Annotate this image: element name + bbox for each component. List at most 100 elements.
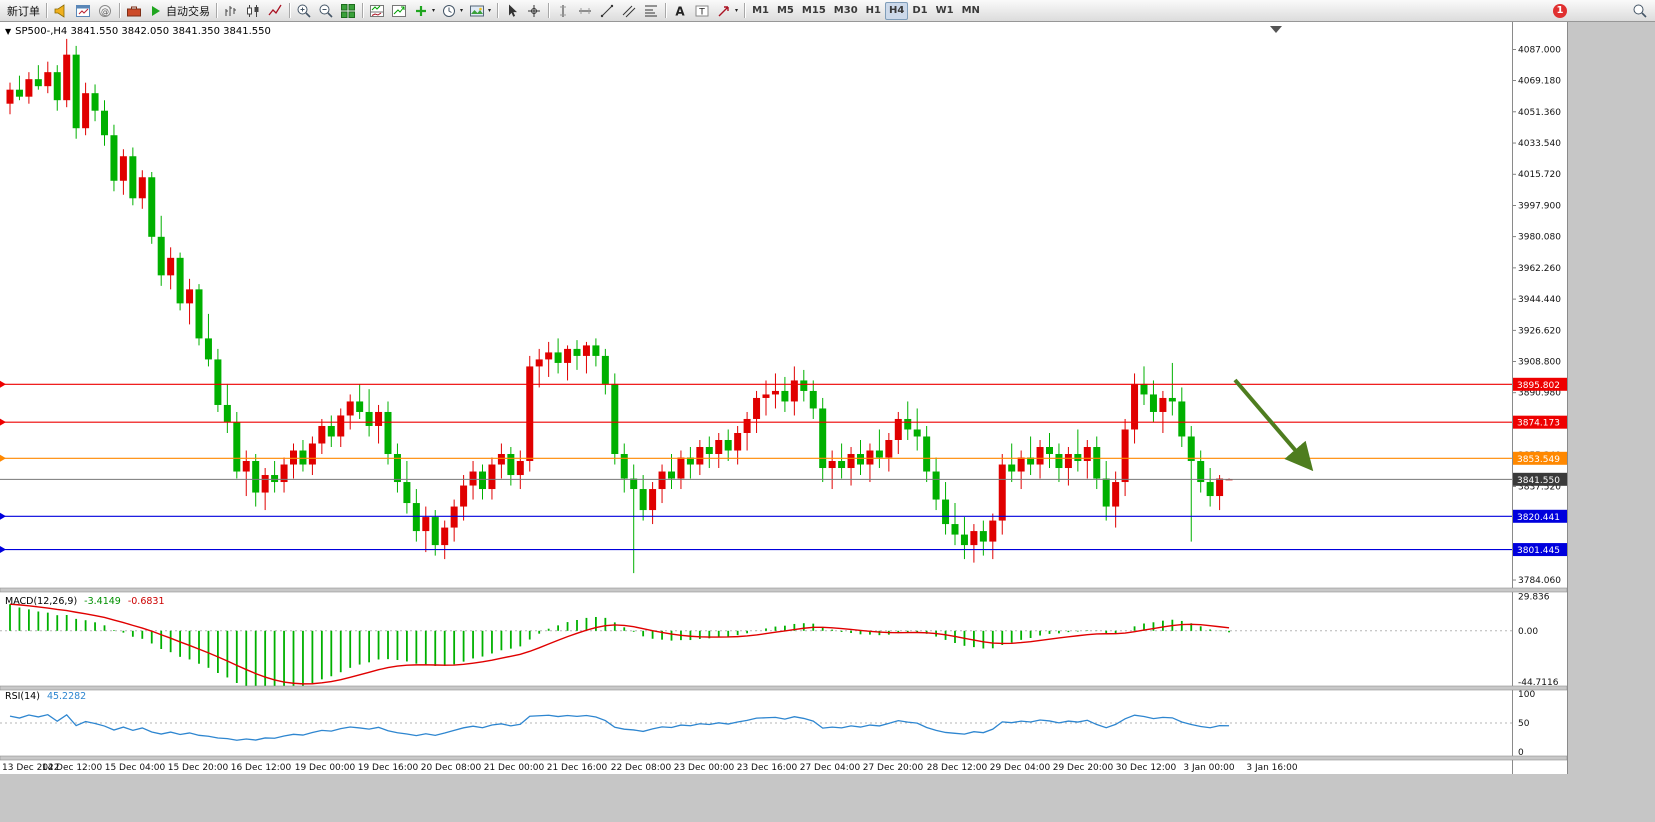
svg-text:3962.260: 3962.260 [1518, 264, 1561, 274]
autotrading-button[interactable]: 自动交易 [145, 2, 213, 20]
horn-button[interactable] [50, 2, 72, 20]
toolbar-separator [744, 3, 746, 18]
axis-price-badge: 3841.550 [1513, 472, 1567, 486]
bar-chart-icon [223, 3, 239, 19]
svg-text:29.836: 29.836 [1518, 592, 1550, 602]
trendline-button[interactable] [596, 2, 618, 20]
one-click-trading-toggle-icon[interactable]: ▼ [5, 27, 12, 36]
svg-text:3890.980: 3890.980 [1518, 389, 1561, 399]
timeframe-button-mn[interactable]: MN [958, 2, 984, 20]
timeframe-button-d1[interactable]: D1 [908, 2, 931, 20]
timeframe-button-h4[interactable]: H4 [884, 1, 909, 20]
price-chart[interactable]: 4087.000 4069.180 4051.360 4033.540 4015.720… [0, 22, 1568, 774]
candlestick-chart-button[interactable] [242, 2, 264, 20]
expert-advisors-button[interactable]: @ [94, 2, 116, 20]
axis-price-badge: 3820.441 [1513, 509, 1567, 523]
indicator-window-icon [369, 3, 385, 19]
line-left-marker [0, 418, 6, 426]
cursor-button[interactable] [501, 2, 523, 20]
new-order-button[interactable]: 新订单 [4, 2, 43, 20]
expert-advisor-icon: @ [97, 3, 113, 19]
svg-text:3895.802: 3895.802 [1517, 381, 1560, 391]
timeframe-button-m30[interactable]: M30 [830, 2, 862, 20]
fibonacci-button[interactable] [640, 2, 662, 20]
toolbar-separator [665, 3, 667, 18]
svg-text:3820.441: 3820.441 [1517, 513, 1560, 523]
text-button[interactable]: A [669, 2, 691, 20]
templates-button[interactable]: ▾ [466, 2, 494, 20]
horizontal-line-button[interactable] [574, 2, 596, 20]
zoom-in-button[interactable] [293, 2, 315, 20]
vertical-line-button[interactable] [552, 2, 574, 20]
svg-text:29 Dec 04:00: 29 Dec 04:00 [990, 763, 1051, 773]
timeframe-button-m15[interactable]: M15 [798, 2, 830, 20]
add-indicator-button[interactable]: ▾ [410, 2, 438, 20]
timeframe-button-m1[interactable]: M1 [748, 2, 773, 20]
svg-text:100: 100 [1518, 690, 1535, 700]
time-axis[interactable] [0, 760, 1512, 774]
svg-text:30 Dec 12:00: 30 Dec 12:00 [1116, 763, 1177, 773]
timeframe-button-m5[interactable]: M5 [773, 2, 798, 20]
equidistant-channel-button[interactable] [618, 2, 640, 20]
horn-icon [53, 3, 69, 19]
macd-histogram [9, 604, 1230, 686]
svg-text:4069.180: 4069.180 [1518, 77, 1561, 87]
panel-separator[interactable] [0, 587, 1568, 593]
line-left-marker [0, 380, 6, 388]
svg-text:15 Dec 04:00: 15 Dec 04:00 [105, 763, 166, 773]
svg-text:-44.7116: -44.7116 [1518, 678, 1559, 688]
svg-text:22 Dec 08:00: 22 Dec 08:00 [611, 763, 672, 773]
svg-text:4087.000: 4087.000 [1518, 45, 1561, 55]
svg-text:23 Dec 16:00: 23 Dec 16:00 [737, 763, 798, 773]
timeframe-button-w1[interactable]: W1 [932, 2, 958, 20]
toolbar-separator [289, 3, 290, 18]
trend-arrow-annotation[interactable] [1233, 378, 1314, 472]
svg-text:A: A [675, 4, 685, 18]
arrows-button[interactable]: ▾ [713, 2, 741, 20]
svg-text:27 Dec 04:00: 27 Dec 04:00 [800, 763, 861, 773]
svg-text:3997.900: 3997.900 [1518, 201, 1561, 211]
chart-window[interactable]: 4087.000 4069.180 4051.360 4033.540 4015.720… [0, 22, 1568, 774]
axis-price-badge: 3853.549 [1513, 451, 1567, 465]
objects-list-button[interactable] [388, 2, 410, 20]
svg-text:4015.720: 4015.720 [1518, 170, 1561, 180]
svg-text:16 Dec 12:00: 16 Dec 12:00 [231, 763, 292, 773]
svg-text:3944.440: 3944.440 [1518, 295, 1561, 305]
time-axis-labels: 13 Dec 202214 Dec 12:0015 Dec 04:0015 De… [2, 763, 1298, 773]
price-axis[interactable] [1512, 22, 1567, 760]
text-icon: A [672, 3, 688, 19]
bar-chart-button[interactable] [220, 2, 242, 20]
toolbox-button[interactable] [123, 2, 145, 20]
notification-badge[interactable]: 1 [1553, 3, 1567, 18]
svg-text:50: 50 [1518, 719, 1530, 729]
toolbar-separator [497, 3, 499, 18]
svg-text:T: T [698, 7, 705, 17]
crosshair-icon [526, 3, 542, 19]
svg-text:3 Jan 00:00: 3 Jan 00:00 [1183, 763, 1235, 773]
svg-text:23 Dec 00:00: 23 Dec 00:00 [674, 763, 735, 773]
trendline-icon [599, 3, 615, 19]
shapes-icon [716, 3, 732, 19]
indicator-axis-labels: 29.836 0.00 -44.7116 100 50 0 [1518, 592, 1559, 758]
zoom-in-icon [296, 3, 312, 19]
indicator-list-button[interactable] [366, 2, 388, 20]
line-chart-button[interactable] [264, 2, 286, 20]
chart-shift-marker [1270, 26, 1282, 33]
rsi-line [9, 713, 1230, 741]
timeframe-button-h1[interactable]: H1 [862, 2, 885, 20]
panel-separator[interactable] [0, 685, 1568, 691]
chart-windows-button[interactable] [72, 2, 94, 20]
tile-windows-button[interactable] [337, 2, 359, 20]
svg-text:4033.540: 4033.540 [1518, 139, 1561, 149]
crosshair-button[interactable] [523, 2, 545, 20]
label-button[interactable]: T [691, 2, 713, 20]
search-button[interactable] [1629, 2, 1651, 20]
plus-icon [413, 3, 429, 19]
play-icon [148, 3, 164, 19]
horizontal-line-icon [577, 3, 593, 19]
chart-window-icon [75, 3, 91, 19]
panel-separator[interactable] [0, 755, 1568, 761]
periods-button[interactable]: ▾ [438, 2, 466, 20]
zoom-out-button[interactable] [315, 2, 337, 20]
line-left-marker [0, 546, 6, 554]
